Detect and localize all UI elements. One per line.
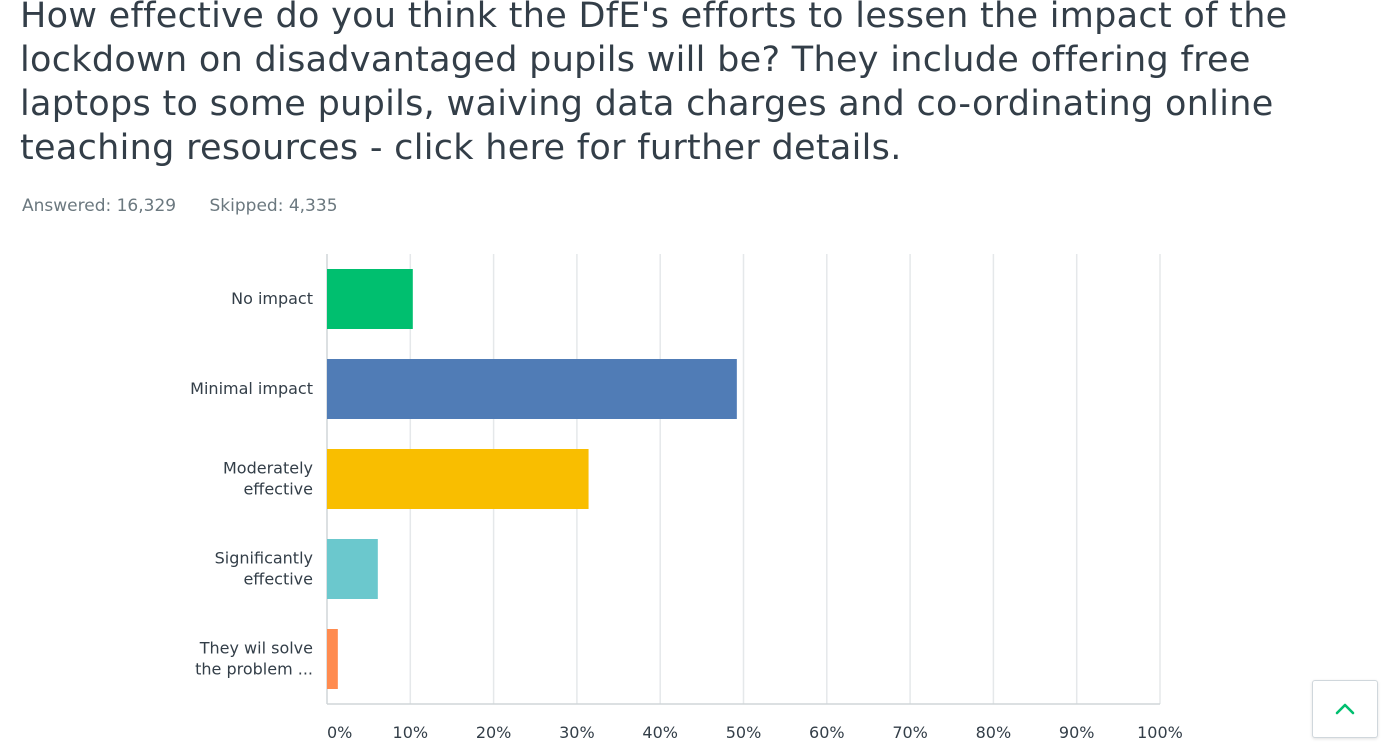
bar-2[interactable]: [327, 449, 589, 509]
x-tick-label: 70%: [892, 723, 928, 742]
x-tick-label: 90%: [1059, 723, 1095, 742]
category-label: Minimal impact: [190, 379, 313, 398]
skipped-count: Skipped: 4,335: [209, 196, 338, 216]
bar-3[interactable]: [327, 539, 378, 599]
x-tick-label: 20%: [476, 723, 512, 742]
category-label: Moderately effective: [223, 459, 313, 499]
x-tick-label: 100%: [1137, 723, 1183, 742]
question-title: How effective do you think the DfE's eff…: [20, 0, 1288, 168]
x-tick-label: 10%: [393, 723, 429, 742]
category-label: No impact: [231, 289, 313, 308]
answered-count: Answered: 16,329: [22, 196, 177, 216]
x-tick-label: 0%: [327, 723, 352, 742]
bar-1[interactable]: [327, 359, 737, 419]
bar-4[interactable]: [327, 629, 338, 689]
category-label: They wil solve the problem ...: [195, 639, 313, 679]
scroll-to-top-button[interactable]: [1312, 680, 1378, 738]
x-tick-label: 60%: [809, 723, 845, 742]
category-label: Significantly effective: [215, 549, 313, 589]
x-tick-label: 30%: [559, 723, 595, 742]
chevron-up-icon: [1335, 703, 1355, 715]
x-tick-label: 40%: [642, 723, 678, 742]
x-tick-label: 50%: [726, 723, 762, 742]
response-stats: Answered: 16,329 Skipped: 4,335: [22, 196, 366, 216]
bar-0[interactable]: [327, 269, 413, 329]
x-tick-label: 80%: [976, 723, 1012, 742]
